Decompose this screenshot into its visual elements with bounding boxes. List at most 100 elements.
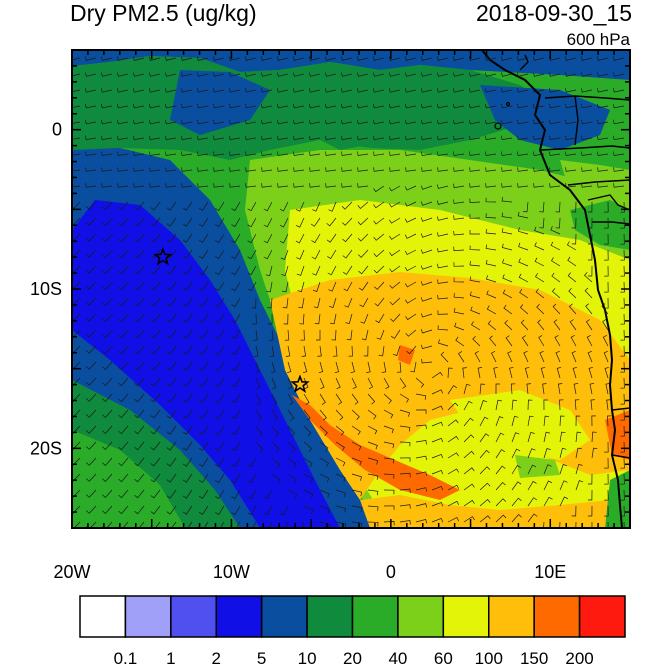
wind-barb <box>404 265 417 272</box>
wind-barb <box>511 465 521 475</box>
wind-barb <box>318 361 324 374</box>
wind-barb <box>118 489 129 499</box>
wind-barb <box>86 281 97 290</box>
wind-barb <box>311 233 321 244</box>
wind-barb <box>150 249 161 259</box>
wind-barb <box>117 103 129 109</box>
field-north-blue <box>72 50 630 80</box>
wind-barb <box>215 425 225 435</box>
wind-barb <box>597 119 609 125</box>
wind-barb <box>501 88 513 93</box>
wind-barb <box>149 167 161 172</box>
wind-barb <box>261 135 273 141</box>
field-mid-green <box>300 90 410 150</box>
wind-barb <box>357 217 369 226</box>
wind-barb <box>574 399 580 411</box>
wind-barb <box>581 72 593 77</box>
wind-barb <box>527 480 537 491</box>
wind-barb <box>604 249 609 261</box>
wind-barb <box>150 521 161 528</box>
wind-barb <box>101 103 113 109</box>
wind-barb <box>550 226 561 235</box>
wind-barb <box>591 521 593 528</box>
wind-barb <box>383 425 394 434</box>
wind-barb <box>613 151 625 156</box>
wind-barb <box>118 473 129 483</box>
field-south-orange <box>360 495 630 528</box>
wind-barb <box>405 151 417 156</box>
wind-barb <box>507 350 513 363</box>
wind-barb <box>197 135 209 141</box>
wind-barb <box>150 281 161 291</box>
wind-barb <box>604 233 609 245</box>
wind-barb <box>351 377 357 390</box>
wind-barb <box>86 217 97 226</box>
wind-barb <box>182 217 193 227</box>
wind-barb <box>607 521 609 528</box>
wind-barb <box>182 265 193 275</box>
wind-barb <box>231 249 241 260</box>
wind-barb <box>199 505 209 515</box>
wind-barb <box>519 288 529 299</box>
wind-barb <box>319 473 330 483</box>
wind-barb <box>373 88 385 93</box>
wind-barb <box>620 313 625 325</box>
wind-barb <box>526 383 531 395</box>
wind-barb <box>319 441 329 452</box>
wind-barb <box>150 425 161 435</box>
wind-barb <box>182 425 193 435</box>
wind-barb <box>102 233 113 242</box>
wind-barb <box>485 244 497 251</box>
wind-barb <box>493 367 498 379</box>
plot-datetime: 2018-09-30_15 <box>475 0 632 26</box>
wind-barb <box>495 383 500 394</box>
wind-barb <box>247 249 257 260</box>
wind-barb <box>335 441 345 451</box>
wind-barb <box>182 521 193 528</box>
wind-barb <box>300 329 305 341</box>
wind-barb <box>404 185 417 191</box>
wind-barb <box>555 217 561 229</box>
wind-barb <box>415 518 428 524</box>
wind-barb <box>366 361 371 373</box>
wind-barb <box>367 393 376 405</box>
wind-barb <box>165 72 177 77</box>
field-dark-orange-blob <box>398 345 415 365</box>
wind-barb <box>181 135 193 141</box>
wind-barb <box>620 201 625 213</box>
wind-barb <box>351 473 363 481</box>
wind-barb <box>277 151 289 156</box>
wind-barb <box>373 249 385 258</box>
map-panel <box>72 50 630 528</box>
wind-barb <box>367 521 379 527</box>
wind-barb <box>231 457 241 468</box>
wind-barb <box>261 183 273 188</box>
wind-barb <box>266 281 273 293</box>
wind-barb <box>447 468 460 475</box>
y-tick-label: 10S <box>30 279 62 299</box>
wind-barb <box>215 489 225 499</box>
site-markers <box>153 246 310 393</box>
wind-barb <box>351 441 362 451</box>
wind-barb <box>86 409 97 418</box>
wind-barb <box>580 56 593 61</box>
wind-barb <box>166 297 177 307</box>
wind-barb <box>453 183 465 189</box>
wind-barb <box>550 241 561 251</box>
wind-barb <box>165 103 177 109</box>
wind-barb <box>133 119 145 125</box>
wind-barb <box>571 505 577 517</box>
wind-barb <box>437 295 449 300</box>
star-marker-west <box>153 246 173 266</box>
wind-barb <box>199 297 209 307</box>
wind-barb <box>277 119 289 125</box>
wind-barb <box>587 217 593 229</box>
wind-barb <box>415 455 427 461</box>
wind-barb <box>346 329 353 341</box>
wind-barb <box>602 319 609 331</box>
wind-barb <box>213 183 225 188</box>
wind-barb <box>281 265 289 277</box>
wind-barb <box>565 88 577 93</box>
wind-barb <box>533 103 545 109</box>
wind-barb <box>421 72 433 77</box>
